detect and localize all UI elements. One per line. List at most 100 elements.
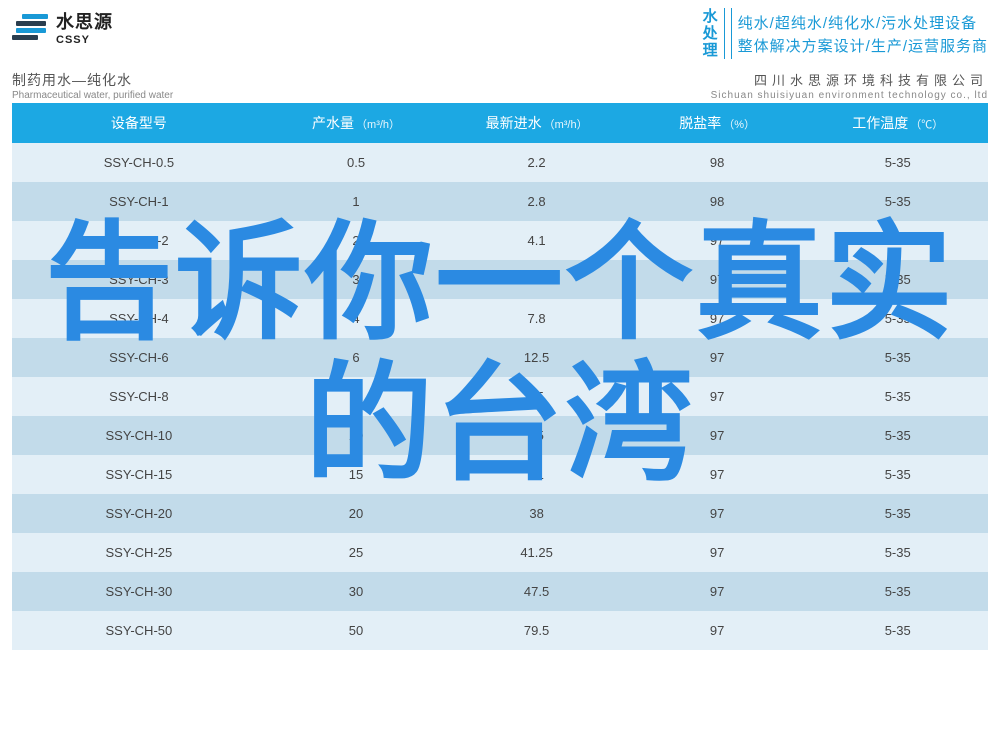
- table-row: SSY-CH-224.1975-35: [12, 221, 988, 260]
- spec-table: 设备型号产水量（m³/h）最新进水（m³/h）脱盐率（%）工作温度（℃） SSY…: [12, 103, 988, 650]
- table-cell: 97: [627, 221, 808, 260]
- table-header-row: 设备型号产水量（m³/h）最新进水（m³/h）脱盐率（%）工作温度（℃）: [12, 103, 988, 143]
- table-cell: 5-35: [807, 338, 988, 377]
- table-row: SSY-CH-303047.5975-35: [12, 572, 988, 611]
- table-row: SSY-CH-447.8975-35: [12, 299, 988, 338]
- table-cell: 5-35: [807, 494, 988, 533]
- table-cell: 97: [627, 260, 808, 299]
- table-cell: 4.1: [446, 221, 627, 260]
- table-cell: SSY-CH-3: [12, 260, 266, 299]
- table-cell: 97: [627, 455, 808, 494]
- table-cell: 41.25: [446, 533, 627, 572]
- table-cell: 3: [266, 260, 447, 299]
- table-header-cell: 设备型号: [12, 103, 266, 143]
- table-row: SSY-CH-202038975-35: [12, 494, 988, 533]
- table-cell: SSY-CH-15: [12, 455, 266, 494]
- table-cell: 15: [446, 416, 627, 455]
- table-cell: SSY-CH-4: [12, 299, 266, 338]
- table-row: SSY-CH-505079.5975-35: [12, 611, 988, 650]
- table-row: SSY-CH-252541.25975-35: [12, 533, 988, 572]
- table-cell: 6.5: [446, 260, 627, 299]
- table-cell: SSY-CH-6: [12, 338, 266, 377]
- header-tagline: 水处理 纯水/超纯水/纯化水/污水处理设备 整体解决方案设计/生产/运营服务商: [699, 8, 988, 59]
- table-cell: 5-35: [807, 416, 988, 455]
- table-row: SSY-CH-0.50.52.2985-35: [12, 143, 988, 182]
- table-header-cell: 产水量（m³/h）: [266, 103, 447, 143]
- logo-icon: [12, 14, 48, 40]
- table-row: SSY-CH-101015975-35: [12, 416, 988, 455]
- table-cell: SSY-CH-50: [12, 611, 266, 650]
- table-cell: 15: [446, 377, 627, 416]
- table-cell: 25: [266, 533, 447, 572]
- table-cell: 97: [627, 299, 808, 338]
- subheader: 制药用水—纯化水 Pharmaceutical water, purified …: [0, 64, 1000, 103]
- logo-text-cn: 水思源: [56, 8, 113, 34]
- table-cell: 5-35: [807, 533, 988, 572]
- section-title-en: Pharmaceutical water, purified water: [12, 90, 173, 101]
- table-cell: 30: [266, 572, 447, 611]
- table-cell: 15: [266, 455, 447, 494]
- section-title-cn: 制药用水—纯化水: [12, 70, 173, 90]
- table-cell: SSY-CH-0.5: [12, 143, 266, 182]
- table-cell: 97: [627, 494, 808, 533]
- page-header: 水思源 CSSY 水处理 纯水/超纯水/纯化水/污水处理设备 整体解决方案设计/…: [0, 0, 1000, 64]
- table-cell: 5-35: [807, 572, 988, 611]
- table-cell: 31: [446, 455, 627, 494]
- table-cell: SSY-CH-2: [12, 221, 266, 260]
- table-cell: 2: [266, 221, 447, 260]
- table-cell: 10: [266, 416, 447, 455]
- table-cell: 50: [266, 611, 447, 650]
- table-header-cell: 脱盐率（%）: [627, 103, 808, 143]
- company-name-en: Sichuan shuisiyuan environment technolog…: [711, 90, 988, 101]
- tagline-line-2: 整体解决方案设计/生产/运营服务商: [738, 35, 988, 56]
- table-cell: 98: [627, 182, 808, 221]
- table-cell: 2.8: [446, 182, 627, 221]
- table-body: SSY-CH-0.50.52.2985-35SSY-CH-112.8985-35…: [12, 143, 988, 650]
- table-cell: 7.8: [446, 299, 627, 338]
- table-cell: 5-35: [807, 299, 988, 338]
- vertical-label: 水处理: [699, 8, 725, 59]
- table-cell: 12.5: [446, 338, 627, 377]
- table-cell: 97: [627, 416, 808, 455]
- table-cell: 2.2: [446, 143, 627, 182]
- tagline-line-1: 纯水/超纯水/纯化水/污水处理设备: [738, 12, 988, 33]
- table-cell: SSY-CH-10: [12, 416, 266, 455]
- table-cell: SSY-CH-25: [12, 533, 266, 572]
- table-row: SSY-CH-336.5975-35: [12, 260, 988, 299]
- table-cell: 5-35: [807, 143, 988, 182]
- table-cell: 5-35: [807, 377, 988, 416]
- table-row: SSY-CH-112.8985-35: [12, 182, 988, 221]
- table-header-cell: 最新进水（m³/h）: [446, 103, 627, 143]
- table-row: SSY-CH-8815975-35: [12, 377, 988, 416]
- logo: 水思源 CSSY: [12, 8, 113, 46]
- table-cell: 97: [627, 533, 808, 572]
- table-cell: 98: [627, 143, 808, 182]
- table-cell: 97: [627, 611, 808, 650]
- spec-table-wrap: 设备型号产水量（m³/h）最新进水（m³/h）脱盐率（%）工作温度（℃） SSY…: [0, 103, 1000, 650]
- table-cell: 5-35: [807, 455, 988, 494]
- table-cell: SSY-CH-8: [12, 377, 266, 416]
- table-cell: 97: [627, 338, 808, 377]
- table-cell: 1: [266, 182, 447, 221]
- table-header-cell: 工作温度（℃）: [807, 103, 988, 143]
- table-cell: SSY-CH-20: [12, 494, 266, 533]
- table-cell: 5-35: [807, 221, 988, 260]
- table-cell: 47.5: [446, 572, 627, 611]
- table-cell: 97: [627, 377, 808, 416]
- table-cell: SSY-CH-30: [12, 572, 266, 611]
- table-row: SSY-CH-6612.5975-35: [12, 338, 988, 377]
- table-cell: 20: [266, 494, 447, 533]
- table-cell: SSY-CH-1: [12, 182, 266, 221]
- table-cell: 97: [627, 572, 808, 611]
- table-cell: 38: [446, 494, 627, 533]
- table-cell: 79.5: [446, 611, 627, 650]
- logo-text-en: CSSY: [56, 34, 113, 46]
- table-cell: 0.5: [266, 143, 447, 182]
- table-cell: 8: [266, 377, 447, 416]
- table-cell: 6: [266, 338, 447, 377]
- company-name-cn: 四川水思源环境科技有限公司: [754, 70, 988, 89]
- table-cell: 4: [266, 299, 447, 338]
- table-cell: 5-35: [807, 611, 988, 650]
- table-cell: 5-35: [807, 182, 988, 221]
- table-cell: 5-35: [807, 260, 988, 299]
